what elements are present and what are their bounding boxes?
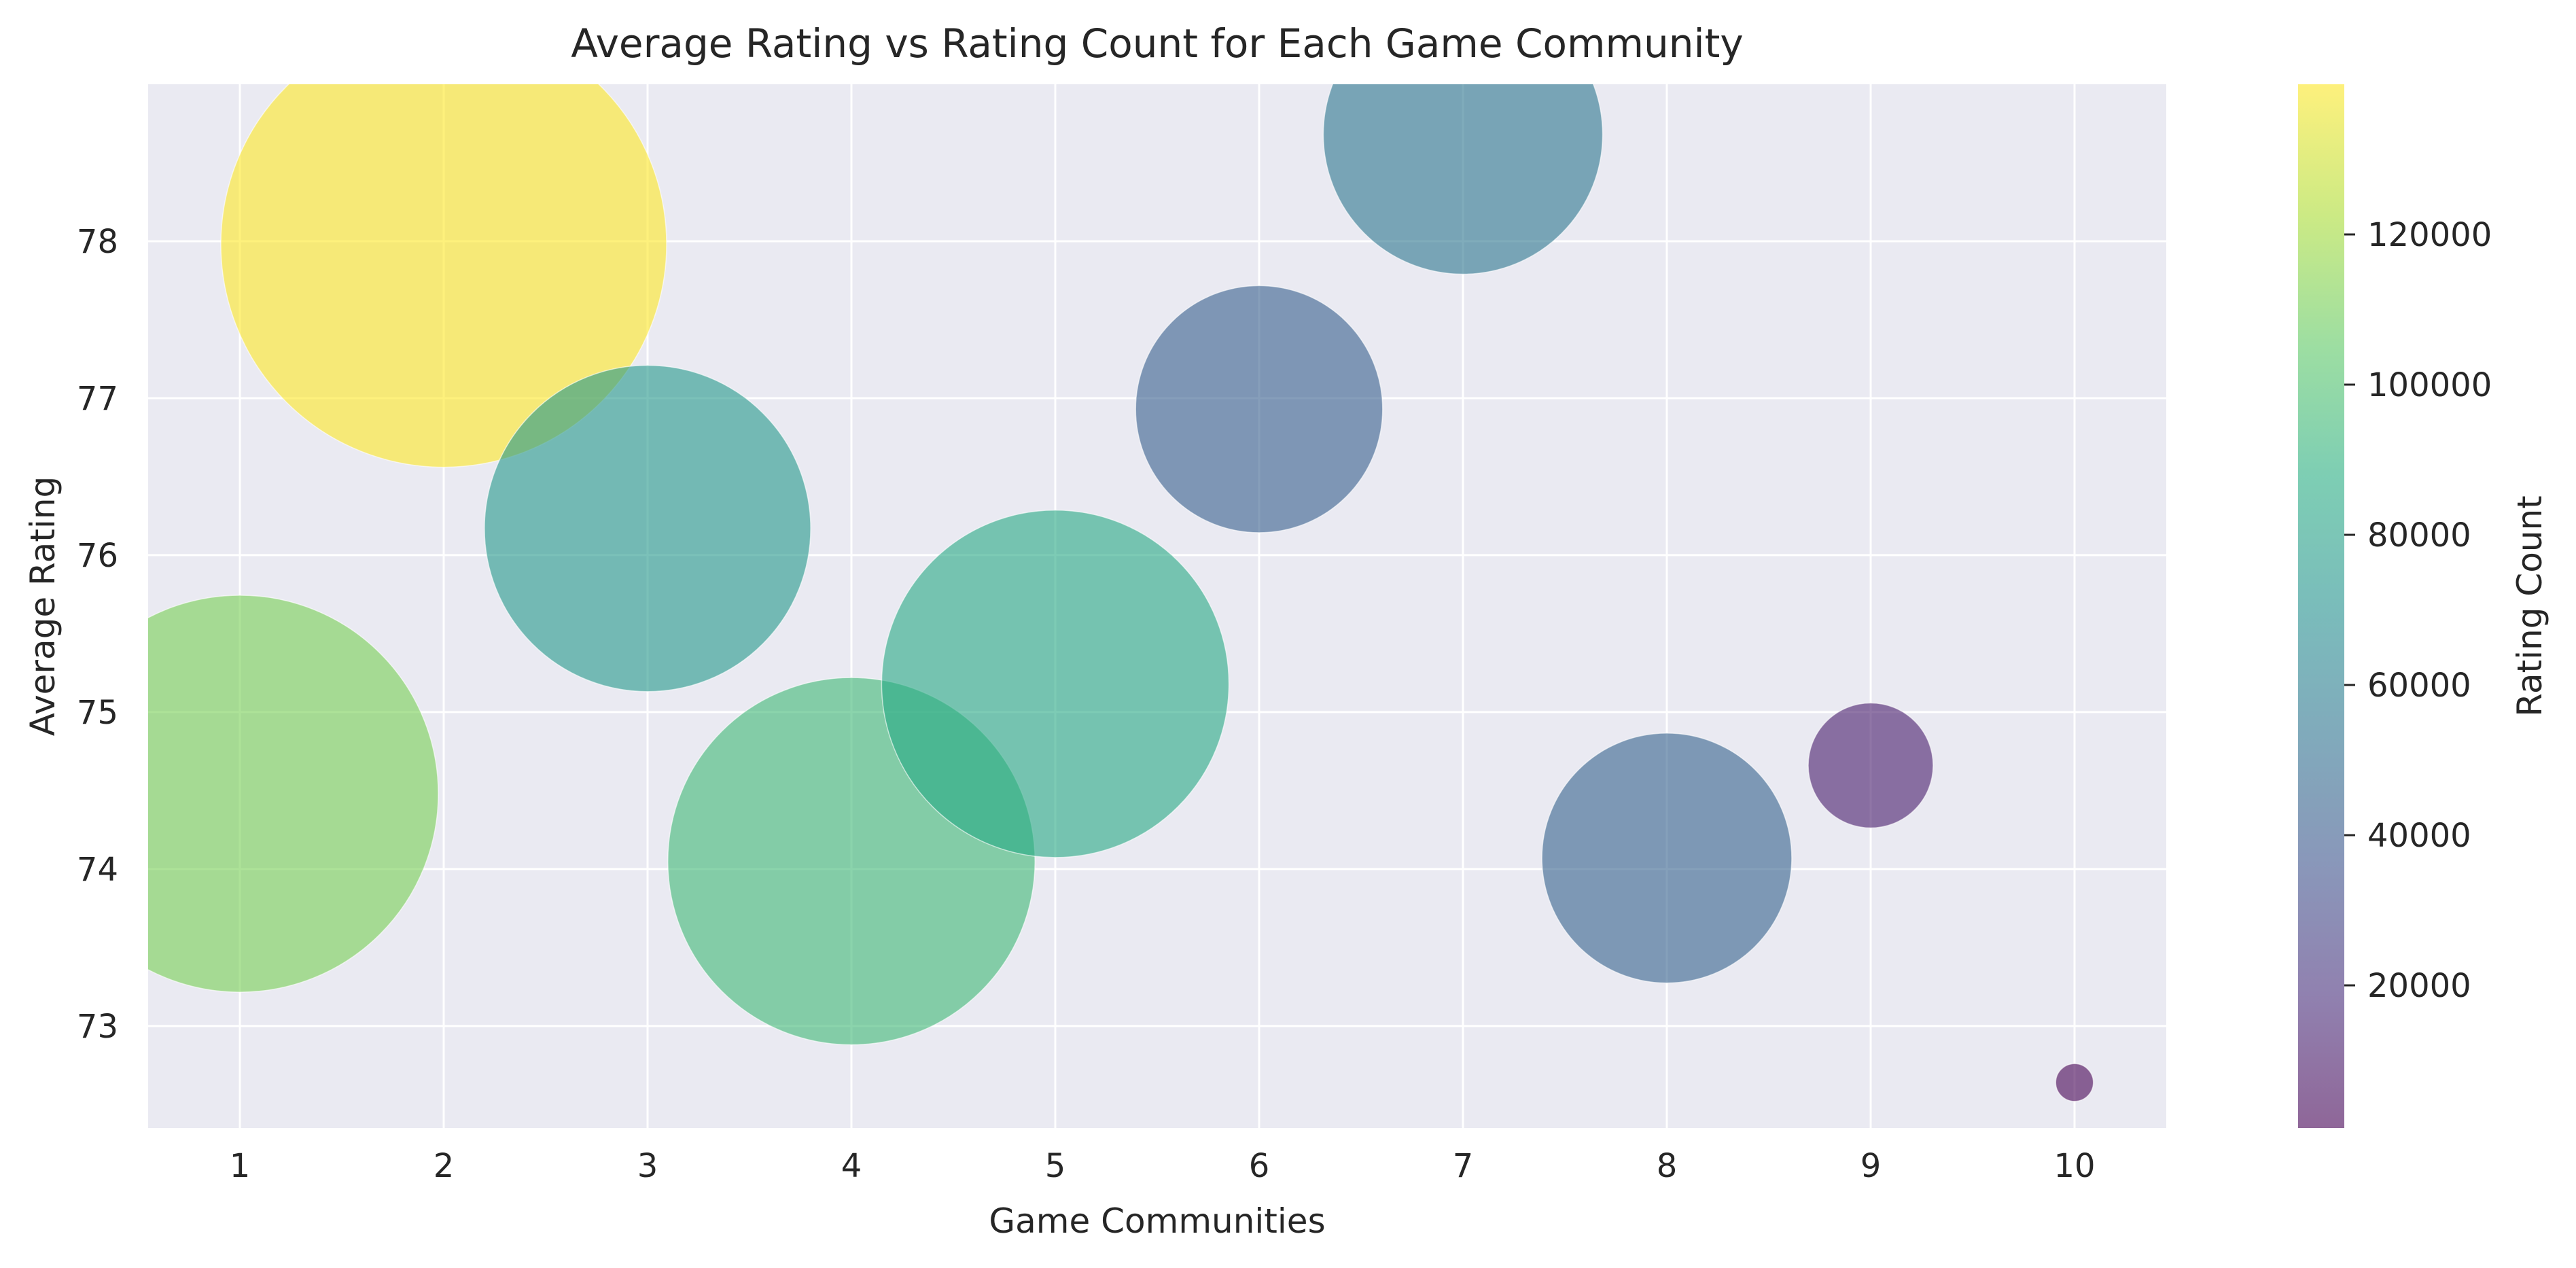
y-tick-label: 76	[77, 537, 118, 575]
bubble-community-6	[1135, 285, 1383, 533]
x-tick-label: 3	[637, 1147, 658, 1185]
bubble-community-7	[1322, 84, 1604, 275]
colorbar-label: Rating Count	[2510, 495, 2549, 717]
y-tick-label: 77	[77, 380, 118, 418]
bubbles	[148, 84, 2094, 1102]
colorbar-tick-label: 120000	[2367, 216, 2492, 254]
bubble-community-5	[881, 510, 1230, 858]
x-tick-label: 7	[1453, 1147, 1474, 1185]
y-tick-label: 74	[77, 851, 118, 889]
x-ticks: 1 2 3 4 5 6 7 8 9 10	[230, 1147, 2096, 1185]
x-tick-label: 1	[230, 1147, 251, 1185]
bubble-community-3	[484, 364, 811, 692]
x-tick-label: 6	[1249, 1147, 1270, 1185]
colorbar	[2298, 84, 2344, 1128]
bubble-community-1	[148, 595, 439, 993]
bubble-community-2	[220, 84, 667, 468]
colorbar-tick-label: 80000	[2367, 516, 2471, 554]
x-tick-label: 8	[1657, 1147, 1678, 1185]
colorbar-tick-label: 40000	[2367, 817, 2471, 855]
bubble-community-9	[1807, 702, 1934, 829]
y-tick-label: 78	[77, 223, 118, 261]
y-axis-label: Average Rating	[23, 476, 63, 736]
bubble-community-10	[2055, 1063, 2094, 1102]
chart-title: Average Rating vs Rating Count for Each …	[571, 20, 1743, 67]
x-tick-label: 2	[434, 1147, 455, 1185]
x-axis-label: Game Communities	[989, 1201, 1325, 1241]
x-tick-label: 10	[2053, 1147, 2095, 1185]
colorbar-tick-label: 20000	[2367, 967, 2471, 1005]
x-tick-label: 9	[1860, 1147, 1882, 1185]
colorbar-tick-label: 100000	[2367, 366, 2492, 404]
y-tick-label: 75	[77, 694, 118, 732]
y-ticks: 73 74 75 76 77 78	[77, 223, 118, 1046]
colorbar-ticks: 20000 40000 60000 80000 100000 120000	[2344, 216, 2492, 1005]
x-tick-label: 5	[1045, 1147, 1066, 1185]
bubble-community-8	[1541, 733, 1793, 984]
colorbar-tick-label: 60000	[2367, 667, 2471, 705]
y-tick-label: 73	[77, 1008, 118, 1046]
x-tick-label: 4	[841, 1147, 862, 1185]
